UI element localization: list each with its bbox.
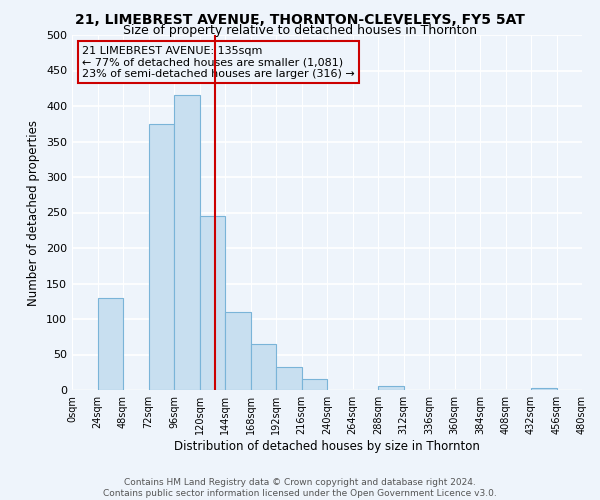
Bar: [225, 312, 251, 390]
Bar: [199, 216, 225, 390]
Y-axis label: Number of detached properties: Number of detached properties: [28, 120, 40, 306]
Bar: [251, 344, 276, 390]
Bar: [149, 124, 174, 390]
Bar: [531, 388, 557, 390]
Bar: [276, 366, 302, 390]
Text: 21 LIMEBREST AVENUE: 135sqm
← 77% of detached houses are smaller (1,081)
23% of : 21 LIMEBREST AVENUE: 135sqm ← 77% of det…: [82, 46, 355, 79]
Bar: [302, 378, 327, 390]
X-axis label: Distribution of detached houses by size in Thornton: Distribution of detached houses by size …: [174, 440, 480, 452]
Bar: [378, 386, 404, 390]
Text: Contains HM Land Registry data © Crown copyright and database right 2024.
Contai: Contains HM Land Registry data © Crown c…: [103, 478, 497, 498]
Text: Size of property relative to detached houses in Thornton: Size of property relative to detached ho…: [123, 24, 477, 37]
Bar: [97, 298, 123, 390]
Bar: [174, 96, 199, 390]
Text: 21, LIMEBREST AVENUE, THORNTON-CLEVELEYS, FY5 5AT: 21, LIMEBREST AVENUE, THORNTON-CLEVELEYS…: [75, 12, 525, 26]
